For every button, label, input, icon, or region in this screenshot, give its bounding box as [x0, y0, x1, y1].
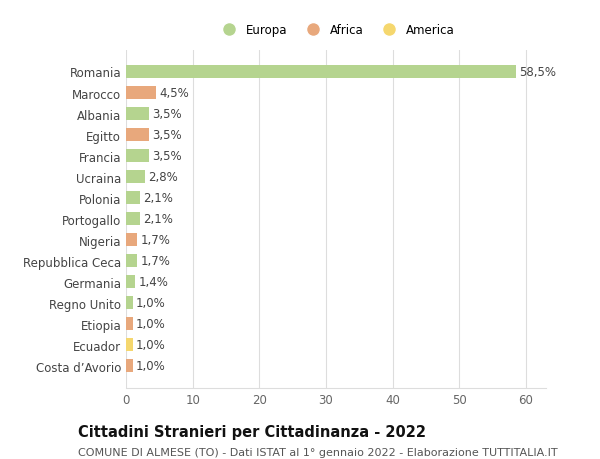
Bar	[126, 192, 140, 205]
Text: 1,0%: 1,0%	[136, 297, 166, 309]
Text: 2,1%: 2,1%	[143, 213, 173, 226]
Text: 2,1%: 2,1%	[143, 192, 173, 205]
Bar	[126, 87, 156, 100]
Bar	[126, 359, 133, 373]
Bar	[126, 66, 516, 79]
Text: 1,7%: 1,7%	[140, 234, 170, 246]
Bar	[126, 275, 136, 289]
Bar	[126, 213, 140, 226]
Legend: Europa, Africa, America: Europa, Africa, America	[212, 19, 460, 42]
Text: 1,7%: 1,7%	[140, 255, 170, 268]
Text: 1,4%: 1,4%	[139, 275, 169, 289]
Text: COMUNE DI ALMESE (TO) - Dati ISTAT al 1° gennaio 2022 - Elaborazione TUTTITALIA.: COMUNE DI ALMESE (TO) - Dati ISTAT al 1°…	[78, 448, 557, 458]
Bar	[126, 150, 149, 163]
Text: 4,5%: 4,5%	[160, 87, 189, 100]
Text: 3,5%: 3,5%	[152, 108, 182, 121]
Bar	[126, 108, 149, 121]
Text: 1,0%: 1,0%	[136, 339, 166, 352]
Bar	[126, 318, 133, 330]
Text: 1,0%: 1,0%	[136, 359, 166, 373]
Text: 58,5%: 58,5%	[520, 66, 556, 79]
Text: Cittadini Stranieri per Cittadinanza - 2022: Cittadini Stranieri per Cittadinanza - 2…	[78, 425, 426, 440]
Bar	[126, 234, 137, 246]
Text: 3,5%: 3,5%	[152, 150, 182, 163]
Bar	[126, 129, 149, 142]
Text: 3,5%: 3,5%	[152, 129, 182, 142]
Bar	[126, 171, 145, 184]
Bar	[126, 297, 133, 309]
Text: 1,0%: 1,0%	[136, 318, 166, 330]
Text: 2,8%: 2,8%	[148, 171, 178, 184]
Bar	[126, 255, 137, 268]
Bar	[126, 339, 133, 352]
